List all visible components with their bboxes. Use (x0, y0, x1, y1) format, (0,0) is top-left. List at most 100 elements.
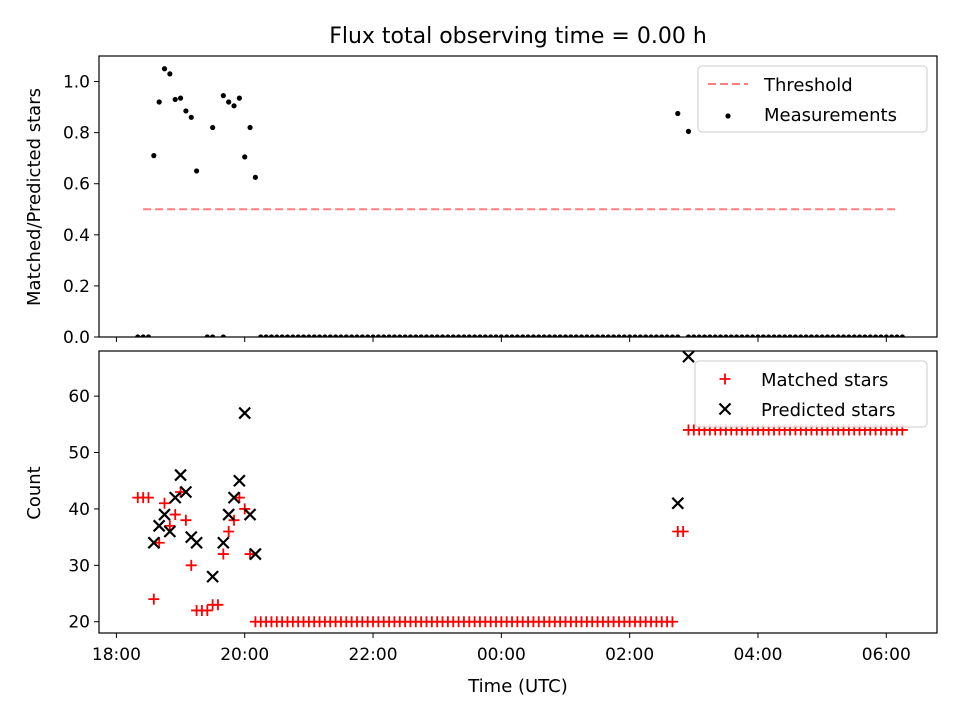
predicted-stars-point (233, 474, 246, 487)
predicted-stars-legend-marker (718, 402, 732, 416)
measurements-legend-label: Measurements (764, 105, 897, 126)
predicted-stars-point (206, 570, 219, 583)
measurements-point (557, 334, 563, 337)
threshold-legend-label: Threshold (763, 75, 853, 96)
measurements-point (333, 334, 339, 337)
measurements-point (750, 334, 756, 337)
measurements-point (477, 334, 483, 337)
predicted-stars-point (222, 508, 235, 521)
measurements-point (573, 334, 579, 337)
measurements-point (295, 334, 301, 337)
measurements-point (391, 334, 398, 337)
measurements-point (434, 334, 440, 337)
measurements-point (418, 334, 424, 337)
measurements-point (354, 334, 360, 337)
measurements-point (407, 334, 414, 337)
measurements-point (455, 334, 462, 337)
measurements-point (584, 334, 590, 337)
measurements-point (423, 334, 430, 337)
measurements-point (439, 334, 446, 337)
measurements-point (712, 334, 718, 337)
x-tick-label: 22:00 (349, 645, 398, 665)
measurements-point (172, 96, 178, 103)
legend-frame (694, 360, 928, 428)
measurements-point (413, 334, 419, 337)
measurements-point (696, 334, 702, 337)
data-layer (132, 351, 908, 628)
measurements-point (766, 334, 772, 337)
x-tick-label: 02:00 (605, 645, 654, 665)
measurements-point (263, 334, 269, 337)
measurements-point (370, 334, 376, 337)
x-axis-label: Time (UTC) (467, 676, 568, 697)
measurements-point (771, 334, 777, 337)
plot-frame (98, 350, 938, 634)
measurements-point (643, 334, 649, 337)
measurements-legend-marker (725, 113, 731, 119)
measurements-point (669, 334, 676, 337)
measurements-point (349, 334, 355, 337)
predicted-stars-point (158, 508, 171, 521)
measurements-point (776, 334, 782, 337)
measurements-point (568, 334, 574, 337)
measurements-point (386, 334, 392, 337)
measurements-point (594, 334, 601, 337)
measurements-point (653, 334, 659, 337)
measurements-point (862, 334, 868, 337)
measurements-point (878, 334, 884, 337)
measurements-point (167, 71, 173, 77)
measurements-point (755, 334, 761, 337)
predicted-stars-point (671, 497, 685, 510)
measurements-point (210, 334, 216, 337)
measurements-point (450, 334, 456, 337)
measurements-point (493, 334, 499, 337)
measurements-point (723, 334, 729, 337)
measurements-point (488, 334, 494, 337)
measurements-point (760, 334, 766, 337)
measurements-point (856, 334, 863, 337)
measurements-point (365, 334, 371, 337)
measurements-point (145, 334, 152, 337)
matched-stars-point (223, 525, 235, 537)
measurements-point (359, 334, 365, 337)
measurements-point (675, 110, 681, 117)
measurements-point (819, 334, 825, 337)
measurements-point (717, 334, 724, 337)
measurements-point (151, 153, 157, 159)
measurements-point (546, 334, 553, 337)
measurements-point (375, 334, 381, 337)
measurements-point (188, 114, 194, 120)
measurements-point (846, 334, 852, 337)
measurements-point (284, 334, 291, 337)
measurements-point (220, 334, 226, 337)
matched-stars-point (677, 525, 689, 537)
measurements-point (851, 334, 857, 337)
y-tick-label: 0.8 (63, 124, 90, 144)
measurements-point (274, 334, 280, 337)
predicted-stars-point (179, 485, 193, 499)
measurements-point (605, 334, 611, 337)
predicted-stars-legend-label: Predicted stars (761, 400, 895, 421)
y-tick-label: 20 (68, 613, 90, 633)
measurements-point (782, 334, 788, 337)
measurements-point (306, 334, 312, 337)
measurements-point (338, 334, 344, 337)
measurements-point (242, 154, 248, 160)
measurements-point (279, 334, 285, 337)
measurements-point (611, 334, 617, 337)
measurements-point (381, 334, 387, 337)
measurements-point (659, 334, 665, 337)
measurements-point (835, 334, 841, 337)
matched-stars-point (233, 492, 245, 504)
measurements-point (798, 334, 804, 337)
measurements-point (787, 334, 793, 337)
measurements-point (316, 334, 323, 337)
measurements-point (627, 334, 633, 337)
measurements-point (830, 334, 836, 337)
bottom-y-axis-label: Count (24, 466, 45, 519)
y-tick-label: 30 (68, 556, 90, 576)
predicted-stars-point (217, 536, 230, 550)
top-panel: 0.0 0.2 0.4 0.6 0.8 1.0 Threshold Measurements (63, 55, 938, 348)
measurements-point (247, 124, 253, 131)
measurements-point (840, 334, 847, 337)
